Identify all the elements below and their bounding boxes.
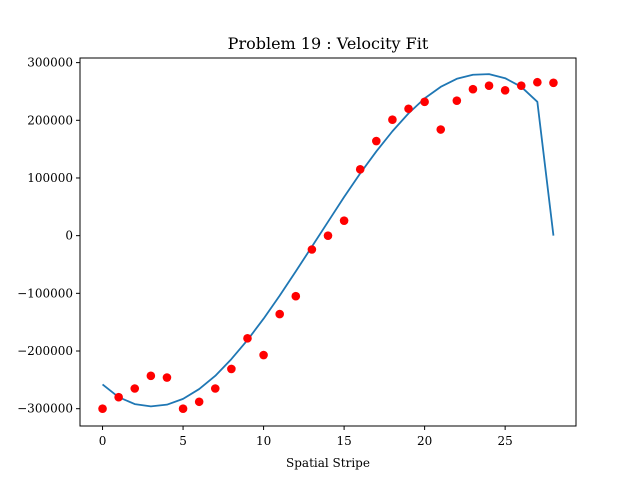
data-point [452, 96, 462, 105]
data-point [355, 165, 365, 174]
data-point [516, 81, 526, 90]
data-point [388, 115, 397, 125]
data-point [468, 84, 478, 94]
y-tick-label: −300000 [17, 402, 73, 416]
chart-title: Problem 19 : Velocity Fit [228, 34, 429, 53]
data-point [98, 404, 107, 414]
data-point [436, 125, 446, 134]
x-axis-label: Spatial Stripe [286, 456, 370, 470]
x-tick-label: 5 [179, 434, 187, 448]
y-tick-label: −200000 [17, 344, 73, 358]
axes-frame [79, 57, 577, 427]
plot-area: 0 5 10 15 20 25 −300000 −200000 −100000 0 100000 20… [17, 56, 577, 448]
data-point [307, 245, 317, 254]
x-tick-label: 25 [498, 434, 513, 448]
data-point [533, 77, 542, 87]
x-tick-label: 10 [256, 434, 271, 448]
data-point [210, 384, 220, 393]
data-point [372, 136, 381, 146]
data-point [243, 334, 252, 343]
data-point [404, 104, 413, 114]
x-tick-label: 15 [336, 434, 351, 448]
data-point [227, 364, 236, 374]
data-point [194, 397, 204, 407]
data-point [275, 309, 284, 319]
y-tick-label: 300000 [27, 56, 73, 70]
x-tick-label: 0 [99, 434, 107, 448]
data-point [323, 231, 333, 240]
data-point [146, 371, 156, 381]
data-point [130, 384, 140, 393]
data-point [500, 86, 510, 95]
data-point [339, 216, 349, 225]
data-point [162, 373, 172, 382]
data-point [259, 350, 268, 360]
y-tick-label: 200000 [27, 113, 73, 127]
y-tick-label: −100000 [17, 286, 73, 300]
data-point [549, 78, 558, 88]
data-point [178, 404, 188, 414]
data-point [484, 81, 494, 90]
data-point [114, 392, 123, 402]
x-tick-label: 20 [417, 434, 432, 448]
data-point [291, 291, 301, 301]
y-tick-label: 0 [65, 229, 73, 243]
fit-line [101, 73, 555, 408]
data-point [420, 97, 429, 107]
y-tick-label: 100000 [27, 171, 73, 185]
